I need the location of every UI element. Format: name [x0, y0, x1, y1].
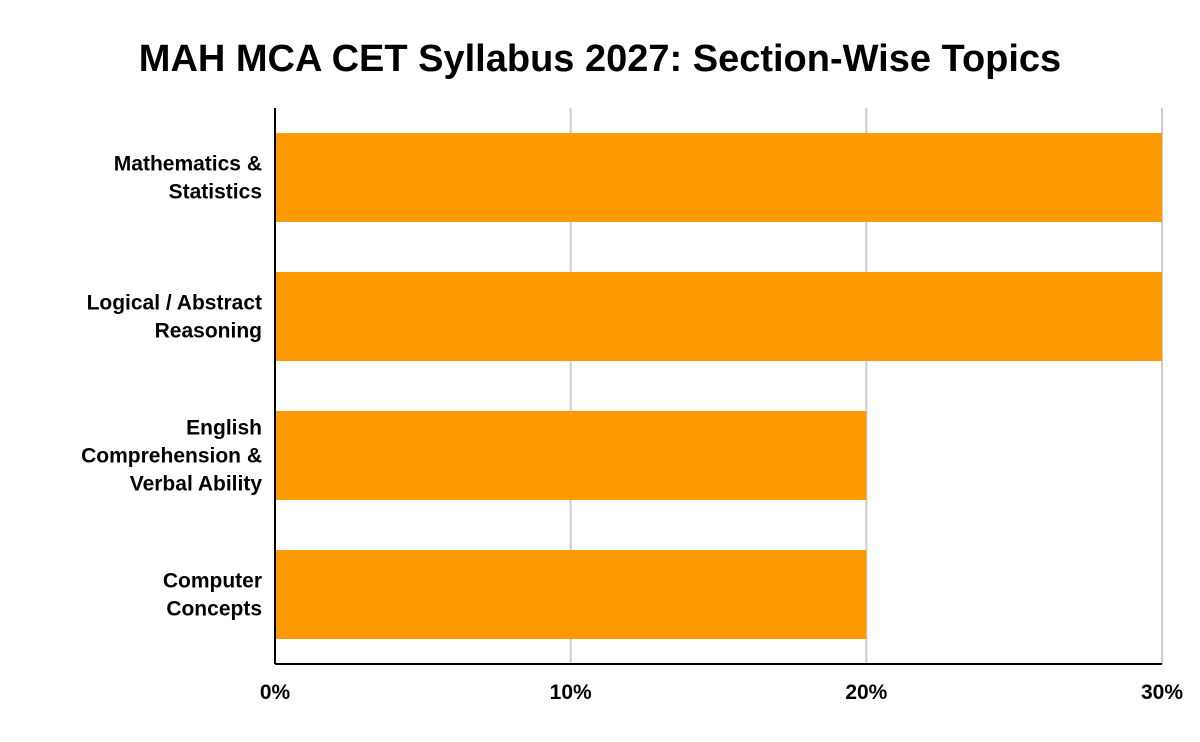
bar [275, 411, 867, 500]
x-tick-label: 30% [1141, 681, 1183, 704]
axes [274, 108, 1162, 665]
bars [275, 133, 1162, 639]
category-label: English Comprehension & Verbal Ability [81, 417, 262, 496]
x-tick-label: 0% [260, 681, 291, 704]
x-tick-label: 20% [845, 681, 887, 704]
category-label: Computer Concepts [163, 570, 262, 621]
tick-labels: 0% 10% 20% 30% [260, 681, 1184, 704]
x-tick-label: 10% [550, 681, 592, 704]
bar [275, 133, 1162, 222]
bar [275, 550, 867, 639]
category-labels: Mathematics & Statistics Logical / Abstrac… [81, 153, 262, 621]
bar [275, 272, 1162, 361]
category-label: Mathematics & Statistics [114, 153, 262, 204]
category-label: Logical / Abstract Reasoning [87, 292, 262, 343]
chart-title: MAH MCA CET Syllabus 2027: Section-Wise … [138, 38, 1062, 80]
